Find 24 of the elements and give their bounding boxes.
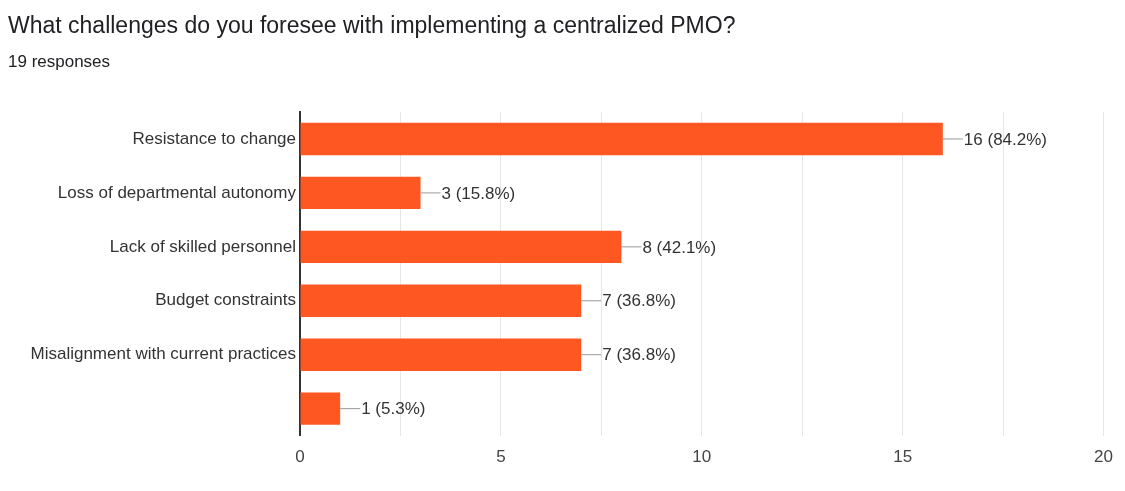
- bar: [300, 176, 421, 210]
- text: 19 responses: [8, 52, 111, 72]
- y-tick-label: Misalignment with current practices: [30, 344, 296, 364]
- data-label: 7 (36.8%): [602, 291, 676, 311]
- data-label: 7 (36.8%): [602, 345, 676, 365]
- x-tick-label: 5: [496, 447, 506, 467]
- bar: [300, 230, 622, 264]
- bar: [300, 284, 582, 317]
- bar: [300, 392, 341, 425]
- data-label: 8 (42.1%): [642, 237, 717, 257]
- bar: [300, 122, 943, 156]
- x-tick-label: 20: [1094, 447, 1114, 467]
- data-label: 16 (84.2%): [963, 129, 1048, 149]
- y-tick-label: Lack of skilled personnel: [109, 236, 296, 256]
- x-tick-label: 10: [692, 447, 712, 467]
- data-label: 1 (5.3%): [361, 399, 426, 419]
- y-tick-label: Loss of departmental autonomy: [57, 182, 297, 202]
- chart-title: What challenges do you foresee with implementing a centralized PMO?: [8, 12, 736, 39]
- y-tick-label: Resistance to change: [132, 128, 296, 148]
- data-label: 3 (15.8%): [441, 183, 516, 203]
- bar: [300, 338, 582, 371]
- y-tick-label: Budget constraints: [155, 290, 296, 310]
- x-tick-label: 0: [295, 447, 305, 467]
- x-tick-label: 15: [893, 447, 913, 467]
